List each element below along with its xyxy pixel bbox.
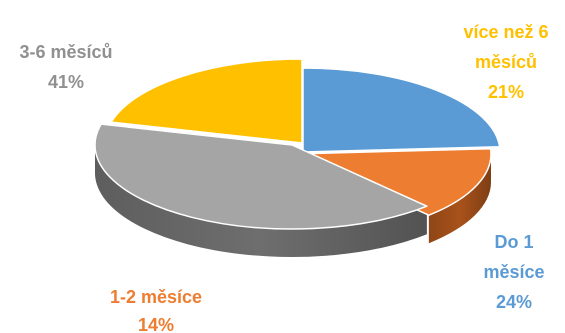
- pie-labels: Do 1 měsíce 24% 1-2 měsíce 14% 3-6 měsíců 41% v…: [19, 22, 548, 333]
- data-label-value: 41%: [48, 72, 84, 92]
- pie-slice: [110, 58, 303, 144]
- pie-slice: [302, 67, 501, 153]
- data-label-category: Do 1: [494, 232, 533, 252]
- pie-slice-side-shade: [95, 145, 427, 257]
- data-label-value: 24%: [496, 292, 532, 312]
- data-label-value: 14%: [138, 315, 174, 333]
- data-label-category: 3-6 měsíců: [19, 42, 112, 62]
- pie-slice: [94, 123, 428, 230]
- pie-slice: [293, 147, 492, 216]
- pie-tops: [94, 58, 501, 230]
- data-label-category: více než 6: [463, 22, 548, 42]
- data-label-value: 21%: [488, 82, 524, 102]
- pie-sides: [95, 145, 491, 257]
- data-label-category: 1-2 měsíce: [110, 287, 202, 307]
- pie-slice-side-shade: [428, 154, 491, 244]
- data-label-category: měsíců: [475, 52, 537, 72]
- data-label-category: měsíce: [483, 262, 544, 282]
